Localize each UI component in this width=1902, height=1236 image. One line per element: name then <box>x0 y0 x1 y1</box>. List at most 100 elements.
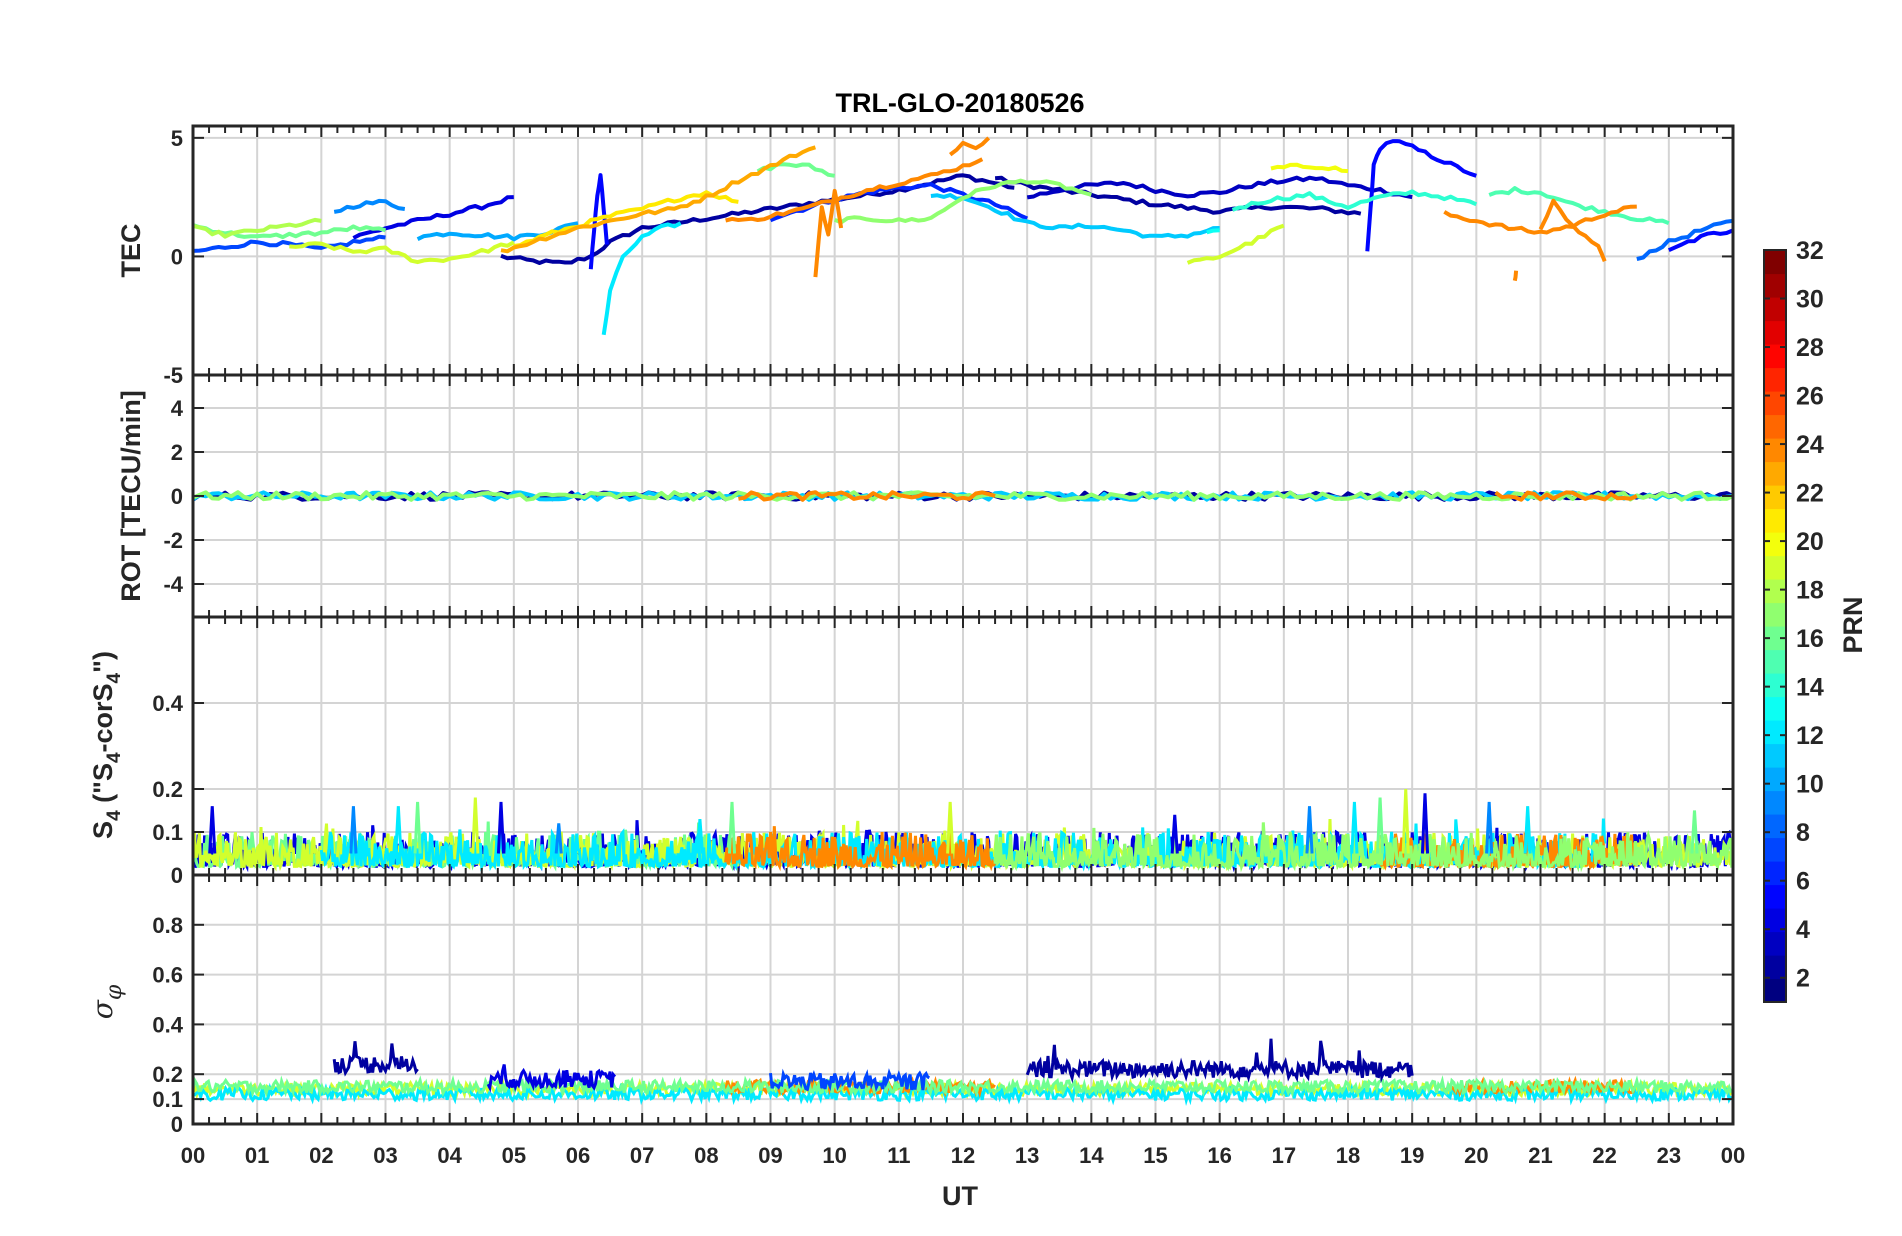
colorbar-segment <box>1764 438 1786 463</box>
x-tick-label: 16 <box>1207 1143 1231 1168</box>
y-tick-label: 4 <box>171 396 184 421</box>
x-tick-label: 12 <box>951 1143 975 1168</box>
x-tick-label: 14 <box>1079 1143 1104 1168</box>
tec-axis-label: TEC <box>116 224 146 278</box>
x-tick-label: 06 <box>566 1143 590 1168</box>
x-tick-label: 10 <box>822 1143 846 1168</box>
s4-peak <box>727 801 737 854</box>
colorbar-segment <box>1764 673 1786 698</box>
colorbar-segment <box>1764 884 1786 909</box>
colorbar-tick-label: 20 <box>1796 528 1824 556</box>
s4-label-mid: ("S <box>88 763 118 810</box>
colorbar-segment <box>1764 814 1786 839</box>
x-tick-label: 05 <box>502 1143 526 1168</box>
tec-series-line <box>994 175 1362 216</box>
colorbar-segment <box>1764 320 1786 345</box>
panel-plot-area <box>193 136 1733 336</box>
tec-series-line <box>949 136 991 157</box>
y-tick-label: 0 <box>171 1112 183 1137</box>
s4-peak <box>946 801 955 854</box>
s4-peak <box>1305 806 1314 854</box>
x-tick-label: 19 <box>1400 1143 1424 1168</box>
colorbar-segment <box>1764 837 1786 862</box>
x-tick-label: 13 <box>1015 1143 1039 1168</box>
sigma-series-line <box>193 1082 1733 1106</box>
colorbar-tick-label: 12 <box>1796 722 1824 750</box>
tec-series-line <box>1206 228 1220 235</box>
x-tick-label: 03 <box>373 1143 397 1168</box>
tec-series-line <box>1494 490 1638 502</box>
y-tick-label: 0.6 <box>152 963 183 988</box>
tec-series-line <box>1026 175 1413 200</box>
colorbar-segment <box>1764 391 1786 416</box>
colorbar-segment <box>1764 931 1786 956</box>
colorbar-segment <box>1764 861 1786 886</box>
colorbar-segment <box>1764 532 1786 557</box>
s4-peak <box>1485 801 1494 854</box>
x-tick-label: 04 <box>437 1143 462 1168</box>
s4-label-sub: 4 <box>104 672 125 683</box>
colorbar-segment <box>1764 579 1786 604</box>
tec-series-line <box>601 221 682 336</box>
tec-series-line <box>333 198 406 214</box>
chart-title: TRL-GLO-20180526 <box>835 88 1084 118</box>
colorbar-segment <box>1764 649 1786 674</box>
s4-peak <box>471 797 480 854</box>
colorbar-segment <box>1764 414 1786 439</box>
colorbar-label: PRN <box>1838 596 1868 653</box>
tec-series-line <box>833 178 1092 225</box>
tec-series-line <box>725 157 984 223</box>
s4-peak <box>1350 801 1359 854</box>
tec-series-line <box>1231 189 1478 212</box>
y-tick-label: 0.1 <box>152 1087 183 1112</box>
tec-series-line <box>1667 228 1733 253</box>
panel-plot-area <box>193 1038 1733 1106</box>
sigma-series-line <box>193 1074 1733 1099</box>
x-tick-label: 09 <box>758 1143 782 1168</box>
tec-series-line <box>813 188 844 278</box>
y-tick-label: -4 <box>163 572 183 597</box>
x-tick-label: 00 <box>1721 1143 1745 1168</box>
colorbar-tick-label: 32 <box>1796 237 1824 265</box>
y-tick-label: -2 <box>163 528 183 553</box>
colorbar-segment <box>1764 696 1786 721</box>
colorbar-segment <box>1764 485 1786 510</box>
x-axis-label: UT <box>942 1181 978 1211</box>
tec-series-line <box>193 217 322 239</box>
colorbar-segment <box>1764 461 1786 486</box>
tec-series-line <box>193 234 386 253</box>
tec-series-line <box>1512 270 1519 282</box>
sigma-series-line <box>332 1041 419 1077</box>
colorbar-tick-label: 8 <box>1796 819 1810 847</box>
panel-frame <box>191 873 1735 1126</box>
x-tick-label: 08 <box>694 1143 718 1168</box>
tec-series-line <box>513 190 739 248</box>
colorbar-tick-label: 2 <box>1796 965 1810 993</box>
tec-series-line <box>930 193 1220 239</box>
x-tick-label: 20 <box>1464 1143 1488 1168</box>
s4-peak <box>1420 793 1430 854</box>
s4-peak <box>1376 797 1385 854</box>
colorbar-tick-label: 4 <box>1796 916 1810 944</box>
x-tick-label: 22 <box>1592 1143 1616 1168</box>
panel-plot-area <box>193 490 1733 502</box>
colorbar-tick-label: 10 <box>1796 771 1824 799</box>
s4-peak <box>554 823 563 854</box>
colorbar-tick-label: 28 <box>1796 334 1824 362</box>
colorbar-tick-label: 26 <box>1796 383 1824 411</box>
sigma-series-line <box>769 1068 930 1093</box>
tec-series-line <box>1270 162 1349 174</box>
colorbar-tick-label: 18 <box>1796 577 1824 605</box>
tec-series-line <box>1538 198 1607 262</box>
s4-peak <box>1170 814 1179 854</box>
x-tick-label: 17 <box>1272 1143 1296 1168</box>
colorbar-segment <box>1764 250 1786 275</box>
s4-label-sub: 4 <box>104 752 125 763</box>
x-tick-label: 23 <box>1657 1143 1681 1168</box>
s4-peak <box>695 818 704 854</box>
y-tick-label: 0.2 <box>152 777 183 802</box>
sigma-label-base: σ <box>86 999 119 1019</box>
y-tick-label: 0.4 <box>152 1012 183 1037</box>
s4-peak <box>208 806 217 854</box>
